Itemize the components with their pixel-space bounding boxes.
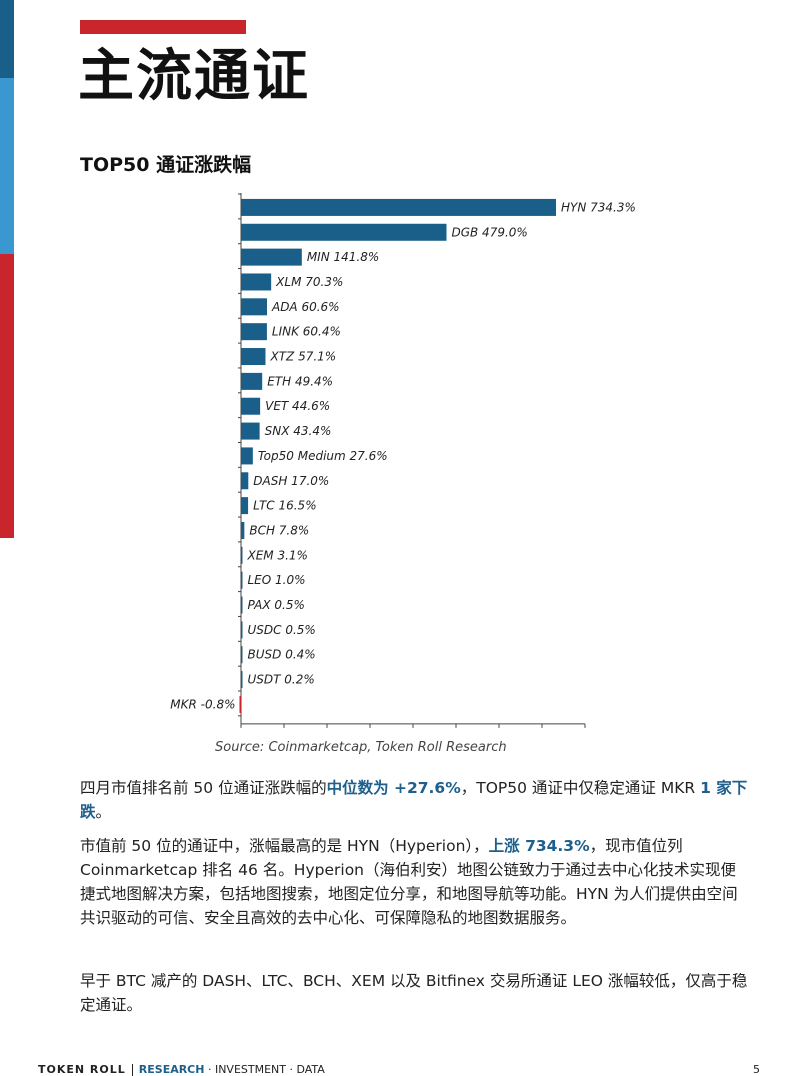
p1-text-a: 四月市值排名前 50 位通证涨跌幅的 <box>80 779 327 797</box>
p2-text-c: ，现市值位列 Coinmarketcap 排名 46 名。Hyperion（海伯… <box>80 837 738 927</box>
bar-vet <box>241 397 261 415</box>
side-bar-blue-light <box>0 78 14 254</box>
p1-text-e: 。 <box>95 803 112 821</box>
data-label-ada: ADA 60.6% <box>271 300 340 314</box>
page-title: 主流通证 <box>78 44 310 109</box>
p1-text-c: ，TOP50 通证中仅稳定通证 MKR <box>460 779 701 797</box>
bar-dgb <box>241 223 447 241</box>
bar-eth <box>241 372 263 390</box>
data-label-xtz: XTZ 57.1% <box>269 350 336 364</box>
chart-source: Source: Coinmarketcap, Token Roll Resear… <box>215 740 507 755</box>
data-label-min: MIN 141.8% <box>307 250 379 264</box>
footer-brand: TOKEN ROLL <box>38 1063 126 1076</box>
bar-hyn <box>241 198 556 216</box>
data-label-busd: BUSD 0.4% <box>248 648 316 662</box>
title-accent-bar <box>80 20 246 34</box>
bar-bch <box>241 521 245 539</box>
data-label-pax: PAX 0.5% <box>248 598 305 612</box>
bar-xlm <box>241 273 272 291</box>
data-label-vet: VET 44.6% <box>265 399 330 413</box>
bar-mkr <box>239 695 241 713</box>
paragraph-halving: 早于 BTC 减产的 DASH、LTC、BCH、XEM 以及 Bitfinex … <box>80 972 748 1014</box>
bar-chart: HYN 734.3% DGB 479.0% MIN 141.8% XLM 70.3% A… <box>170 193 636 728</box>
data-label-xlm: XLM 70.3% <box>275 275 343 289</box>
p2-text-a: 市值前 50 位的通证中，涨幅最高的是 HYN（Hyperion）， <box>80 837 489 855</box>
bar-min <box>241 248 302 266</box>
bar-usdc <box>241 621 243 639</box>
bar-usdt <box>241 671 243 689</box>
data-label-usdt: USDT 0.2% <box>248 673 315 687</box>
data-label-leo: LEO 1.0% <box>248 573 306 587</box>
footer: TOKEN ROLL RESEARCH · INVESTMENT · DATA 5 <box>38 1063 760 1076</box>
bar-snx <box>241 422 260 440</box>
bar-pax <box>241 596 243 614</box>
paragraph-hyn: 市值前 50 位的通证中，涨幅最高的是 HYN（Hyperion），上涨 734… <box>80 834 750 930</box>
footer-research: RESEARCH <box>138 1063 205 1076</box>
side-bar-red <box>0 254 14 538</box>
data-label-bch: BCH 7.8% <box>249 523 309 537</box>
bar-link <box>241 323 267 341</box>
bar-xtz <box>241 348 266 366</box>
bar-leo <box>241 571 243 589</box>
side-bar-blue-dark <box>0 0 14 78</box>
paragraph-median: 四月市值排名前 50 位通证涨跌幅的中位数为 +27.6%，TOP50 通证中仅… <box>80 776 750 824</box>
bar-top50-medium <box>241 447 253 465</box>
data-label-hyn: HYN 734.3% <box>561 200 636 214</box>
data-label-dash: DASH 17.0% <box>253 474 329 488</box>
p1-highlight-median: 中位数为 +27.6% <box>326 779 461 797</box>
data-label-link: LINK 60.4% <box>272 325 341 339</box>
p1-highlight-decline: 1 家下跌 <box>80 779 748 821</box>
p2-highlight-rise: 上涨 734.3% <box>488 837 590 855</box>
bar-xem <box>241 546 243 564</box>
data-label-eth: ETH 49.4% <box>267 374 333 388</box>
data-label-snx: SNX 43.4% <box>265 424 332 438</box>
data-label-xem: XEM 3.1% <box>247 548 308 562</box>
bar-ada <box>241 298 267 316</box>
footer-tagline: · INVESTMENT · DATA <box>204 1063 325 1076</box>
footer-separator <box>131 1064 133 1076</box>
bar-busd <box>241 646 243 664</box>
page-number: 5 <box>753 1063 760 1076</box>
chart-heading: TOP50 通证涨跌幅 <box>80 154 252 176</box>
bar-dash <box>241 472 249 490</box>
data-label-mkr: MKR -0.8% <box>170 697 235 711</box>
data-label-top50-medium: Top50 Medium 27.6% <box>258 449 388 463</box>
data-label-dgb: DGB 479.0% <box>451 225 527 239</box>
data-label-usdc: USDC 0.5% <box>248 623 316 637</box>
data-label-ltc: LTC 16.5% <box>253 499 317 513</box>
bar-ltc <box>241 497 249 515</box>
